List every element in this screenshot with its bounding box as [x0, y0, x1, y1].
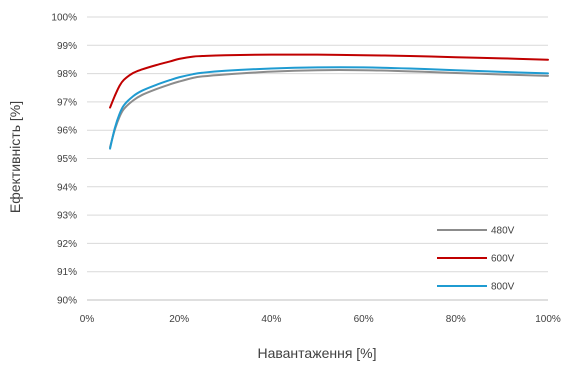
legend-label-480v: 480V	[491, 226, 515, 237]
y-tick-label: 99%	[57, 41, 77, 52]
x-axis-title: Навантаження [%]	[257, 345, 376, 361]
y-tick-label: 90%	[57, 296, 77, 307]
x-tick-label: 60%	[354, 314, 374, 325]
legend-label-600v: 600V	[491, 254, 515, 265]
y-tick-label: 92%	[57, 239, 77, 250]
y-tick-label: 97%	[57, 97, 77, 108]
x-tick-label: 100%	[535, 314, 561, 325]
legend: 480V 600V 800V	[437, 226, 515, 293]
y-tick-label: 96%	[57, 126, 77, 137]
x-tick-label: 20%	[169, 314, 189, 325]
grid-layer	[87, 16, 548, 301]
x-tick-label: 80%	[446, 314, 466, 325]
legend-label-800v: 800V	[491, 282, 515, 293]
y-tick-label: 93%	[57, 211, 77, 222]
x-tick-label: 0%	[80, 314, 95, 325]
y-tick-label: 91%	[57, 267, 77, 278]
x-tick-label: 40%	[261, 314, 281, 325]
y-tick-label: 100%	[51, 13, 77, 24]
y-tick-label: 95%	[57, 154, 77, 165]
y-tick-label: 94%	[57, 182, 77, 193]
series-line-800v	[109, 66, 549, 150]
series-layer	[109, 53, 549, 150]
x-tick-labels: 0% 20% 40% 60% 80% 100%	[80, 314, 561, 325]
y-tick-labels: 90% 91% 92% 93% 94% 95% 96% 97% 98% 99% 100%	[51, 13, 77, 307]
y-axis-title: Ефективність [%]	[7, 101, 23, 213]
series-line-600v	[109, 53, 549, 109]
series-line-480v	[109, 69, 549, 149]
y-tick-label: 98%	[57, 69, 77, 80]
